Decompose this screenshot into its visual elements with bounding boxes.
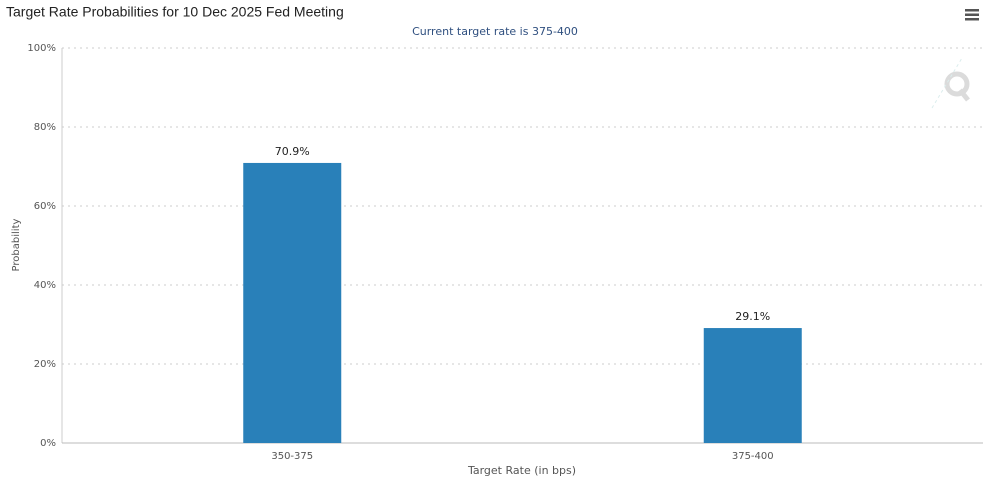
x-axis-label: Target Rate (in bps) (467, 464, 576, 477)
y-tick-label: 0% (40, 438, 56, 449)
watermark (931, 57, 970, 109)
x-tick-label: 350-375 (271, 451, 313, 462)
bar (703, 328, 802, 443)
y-tick-label: 80% (34, 122, 56, 133)
y-tick-label: 60% (34, 201, 56, 212)
value-label: 29.1% (735, 310, 770, 323)
y-axis-label: Probability (11, 218, 22, 271)
x-tick-label: 375-400 (732, 451, 774, 462)
y-tick-label: 20% (34, 359, 56, 370)
y-tick-label: 40% (34, 280, 56, 291)
value-label: 70.9% (275, 145, 310, 158)
bar (243, 162, 342, 443)
menu-button[interactable] (965, 9, 979, 21)
chart-subtitle: Current target rate is 375-400 (412, 25, 578, 38)
y-tick-label: 100% (27, 43, 56, 54)
chart-title: Target Rate Probabilities for 10 Dec 202… (6, 4, 344, 20)
